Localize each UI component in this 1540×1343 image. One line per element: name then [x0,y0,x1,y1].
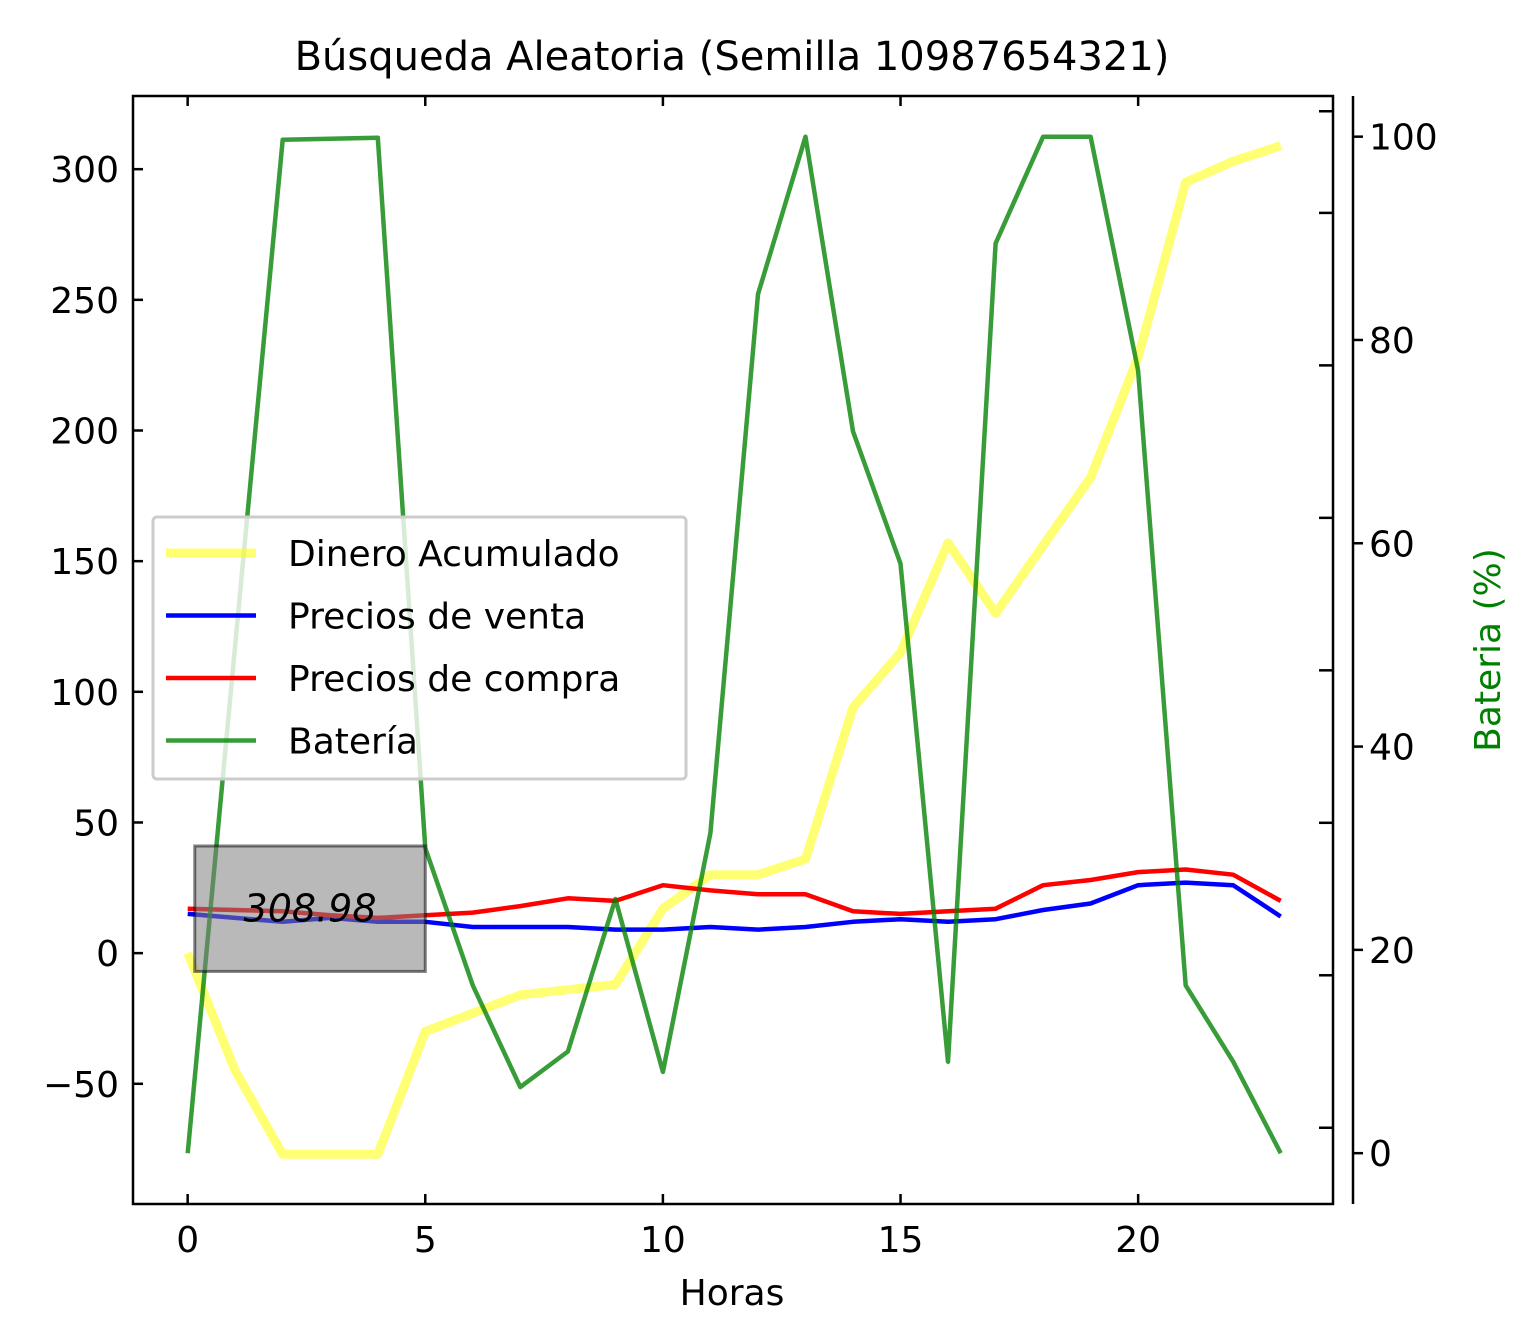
x-tick-label-2: 10 [640,1220,686,1261]
series-line-0 [183,141,1283,1159]
y2-tick-label-0: 0 [1369,1134,1392,1175]
annotation-box [193,844,427,973]
legend-label-3: Batería [288,722,418,763]
chart-title: Búsqueda Aleatoria (Semilla 10987654321) [295,34,1170,80]
series-line-3 [185,134,1283,1155]
y2-axis-label: Bateria (%) [1468,548,1509,752]
y-tick-label-3: 100 [50,673,119,714]
annotation-text: 308.98 [244,887,377,931]
y2-tick-label-5: 100 [1369,118,1438,159]
y-axis-left: −50 0 50 100 150 200 250 300 [43,150,143,1106]
y-tick-label-1: 0 [96,934,119,975]
x-tick-label-4: 20 [1115,1220,1161,1261]
y-tick-label-2: 50 [73,803,119,844]
legend-frame [151,515,688,781]
x-axis: 0 5 10 15 20 [176,96,1161,1261]
x-tick-label-3: 15 [878,1220,924,1261]
plot-frame [131,94,1335,1206]
y2-tick-label-3: 60 [1369,524,1415,565]
y2-tick-label-2: 40 [1369,728,1415,769]
annotation-group: 308.98 [193,844,427,973]
y-tick-label-6: 250 [50,281,119,322]
legend-label-0: Dinero Acumulado [288,534,620,575]
legend-label-1: Precios de venta [288,597,586,638]
y2-tick-label-1: 20 [1369,931,1415,972]
y-tick-label-5: 200 [50,411,119,452]
legend-label-2: Precios de compra [288,659,620,700]
y-axis-right: 0 20 40 60 80 100 [1319,109,1438,1175]
legend-items: Dinero Acumulado Precios de venta Precios … [166,534,620,763]
y-tick-label-7: 300 [50,150,119,191]
x-tick-label-1: 5 [414,1220,437,1261]
y-tick-label-4: 150 [50,542,119,583]
x-axis-label: Horas [680,1273,785,1314]
y2-tick-label-4: 80 [1369,321,1415,362]
x-tick-label-0: 0 [176,1220,199,1261]
legend: Dinero Acumulado Precios de venta Precios … [151,515,688,781]
y-tick-label-0: −50 [43,1065,119,1106]
